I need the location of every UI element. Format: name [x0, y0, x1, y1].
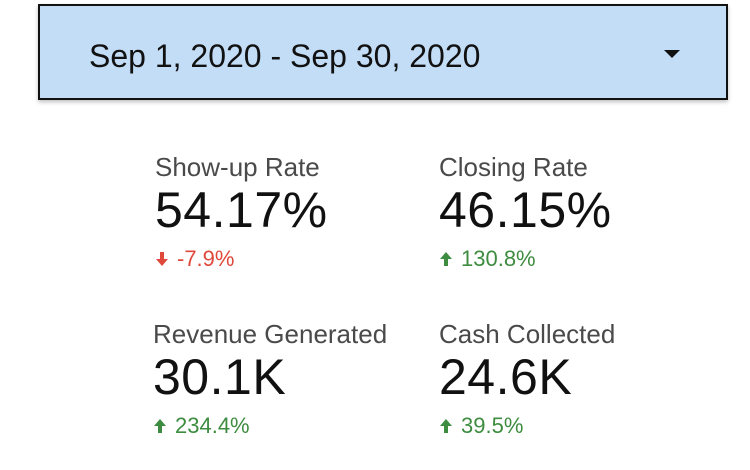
metric-label: Cash Collected — [439, 319, 616, 349]
scorecard-show-up-rate: Show-up Rate 54.17% -7.9% — [155, 152, 425, 292]
dropdown-arrow-icon[interactable] — [664, 50, 680, 58]
arrow-up-icon — [153, 418, 167, 434]
delta-value: -7.9% — [177, 246, 235, 271]
arrow-up-icon — [439, 251, 453, 267]
metric-value: 46.15% — [439, 182, 612, 238]
arrow-up-icon — [439, 418, 453, 434]
metric-value: 30.1K — [153, 349, 287, 405]
metric-delta: -7.9% — [155, 246, 234, 272]
metric-delta: 234.4% — [153, 413, 250, 439]
delta-value: 234.4% — [175, 413, 250, 438]
metric-delta: 39.5% — [439, 413, 523, 439]
metric-delta: 130.8% — [439, 246, 536, 272]
metric-label: Show-up Rate — [155, 152, 320, 182]
date-range-label: Sep 1, 2020 - Sep 30, 2020 — [89, 38, 481, 74]
arrow-down-icon — [155, 251, 169, 267]
delta-value: 39.5% — [461, 413, 524, 438]
scorecard-cash-collected: Cash Collected 24.6K 39.5% — [439, 319, 709, 459]
metric-label: Revenue Generated — [153, 319, 388, 349]
delta-value: 130.8% — [461, 246, 536, 271]
metric-value: 24.6K — [439, 349, 573, 405]
metric-label: Closing Rate — [439, 152, 588, 182]
metric-value: 54.17% — [155, 182, 328, 238]
date-range-picker[interactable]: Sep 1, 2020 - Sep 30, 2020 — [38, 4, 728, 100]
scorecard-revenue-generated: Revenue Generated 30.1K 234.4% — [153, 319, 423, 459]
scorecard-closing-rate: Closing Rate 46.15% 130.8% — [439, 152, 709, 292]
